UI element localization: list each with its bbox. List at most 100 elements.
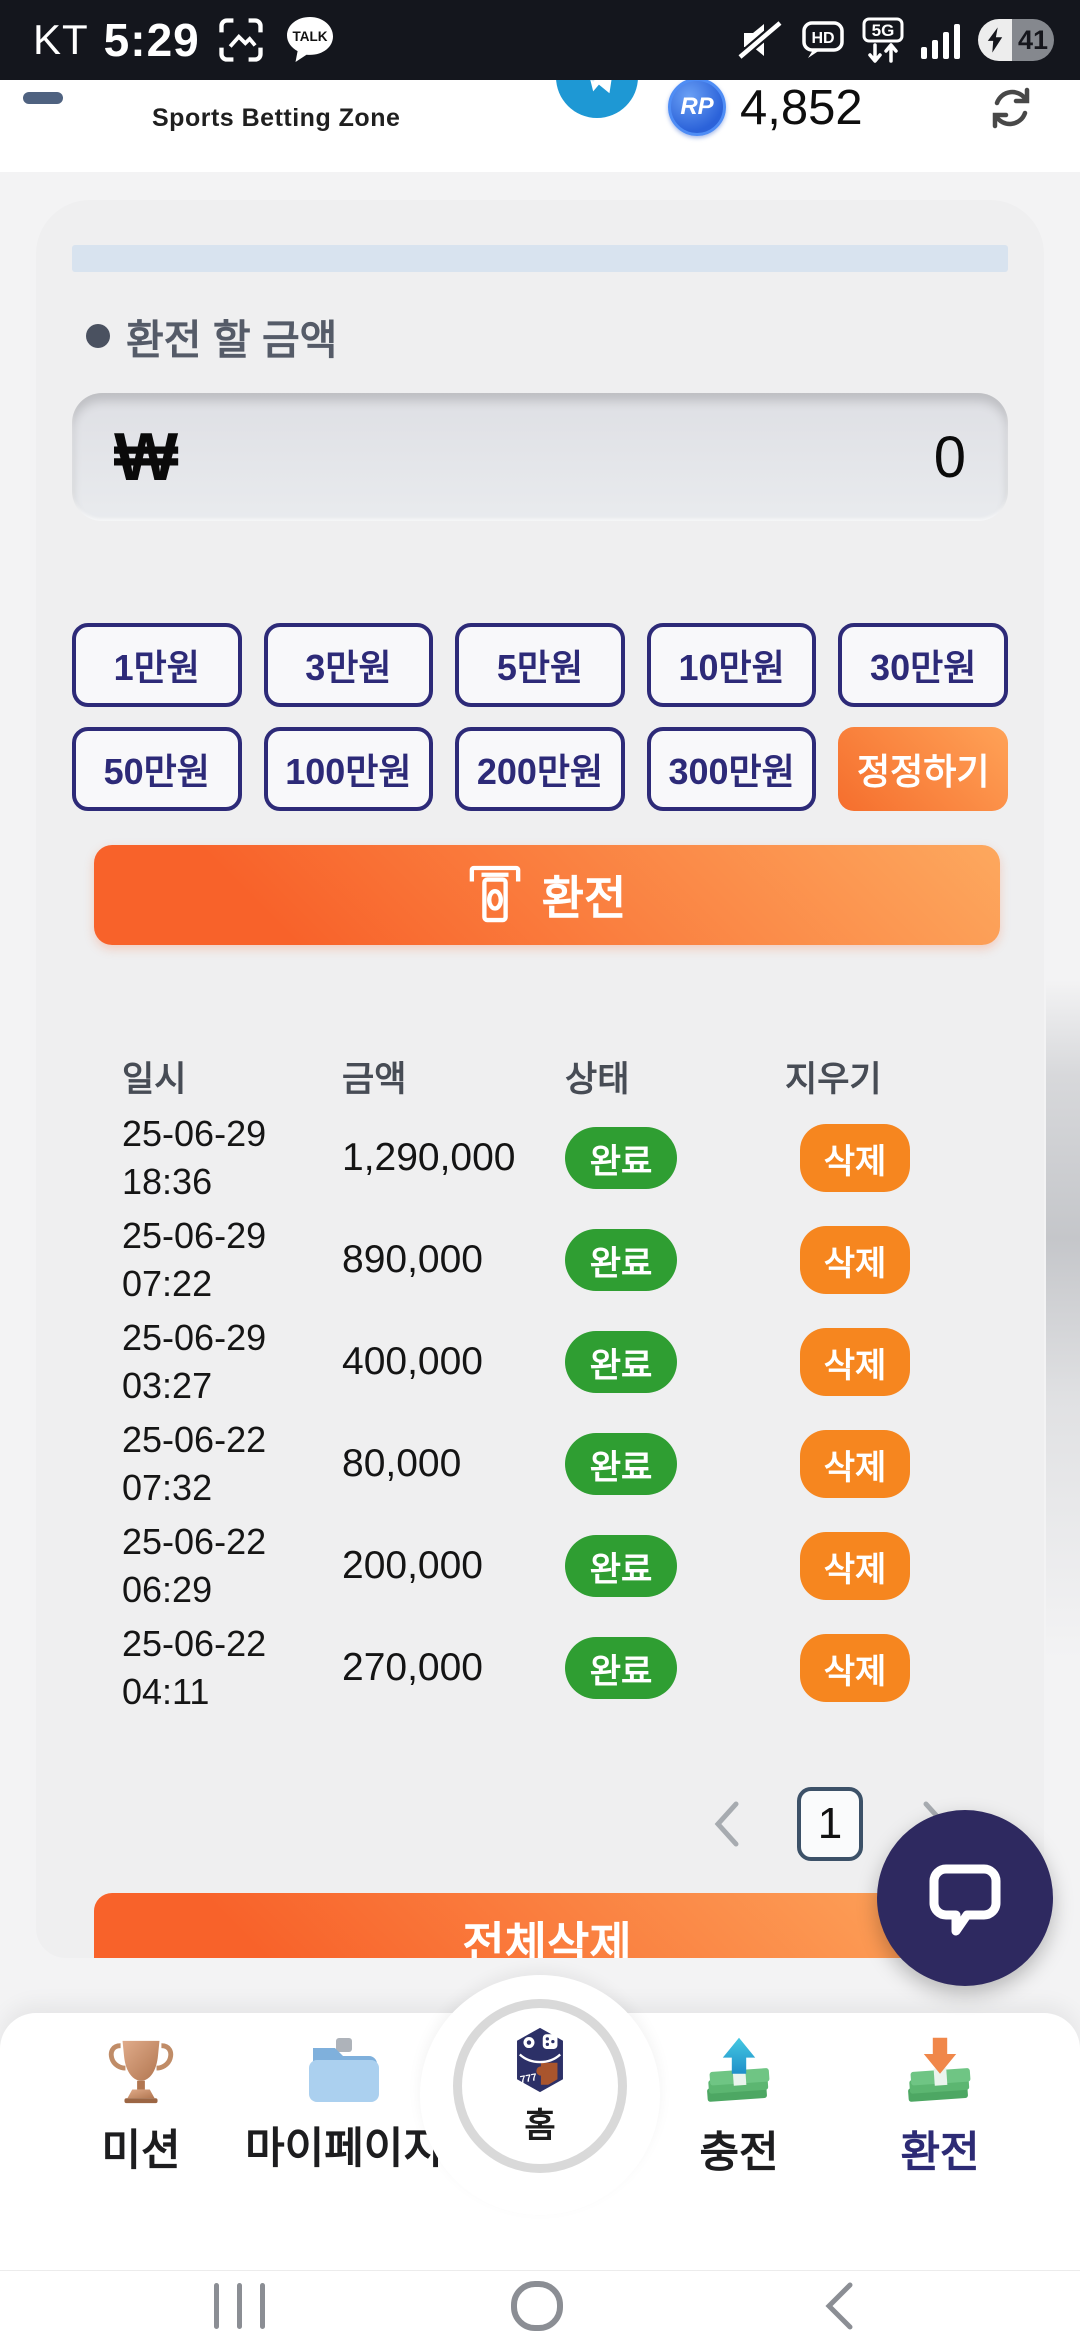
rp-coin-label: RP <box>680 93 714 120</box>
clock: 5:29 <box>103 14 200 66</box>
home-button[interactable] <box>511 2281 563 2331</box>
col-header-delete: 지우기 <box>785 1059 882 1099</box>
back-button[interactable] <box>822 2281 856 2336</box>
table-row: 25-06-29 18:36 1,290,000 완료 삭제 <box>86 1107 994 1209</box>
col-header-date: 일시 <box>122 1059 187 1099</box>
carrier-label: KT <box>33 16 89 63</box>
folder-icon <box>309 2038 379 2102</box>
exchange-submit-label: 환전 <box>541 872 627 924</box>
background-image-hint <box>1046 980 1080 1660</box>
quick-amount-button[interactable]: 50만원 <box>72 727 242 811</box>
amount-input[interactable]: ₩ 0 <box>72 393 1008 521</box>
withdrawal-history-table: 일시 금액 상태 지우기 25-06-29 18:36 1,290,000 완료 … <box>86 1045 994 1719</box>
status-badge: 완료 <box>565 1331 677 1393</box>
android-nav-bar <box>0 2270 1080 2340</box>
nav-label: 충전 <box>699 2129 779 2177</box>
row-amount: 890,000 <box>342 1238 483 1281</box>
info-bar <box>72 245 1008 272</box>
correct-button[interactable]: 정정하기 <box>838 727 1008 811</box>
col-header-amount: 금액 <box>342 1059 407 1099</box>
quick-amount-button[interactable]: 10만원 <box>646 623 817 707</box>
logo-subtitle: Sports Betting Zone <box>152 104 401 132</box>
row-date: 25-06-22 <box>122 1622 267 1664</box>
exchange-card: 환전 할 금액 ₩ 0 1만원 3만원 5만원 10만원 30만원 50만원 1… <box>36 200 1044 1958</box>
home-logo-icon: 777 <box>517 2027 563 2092</box>
row-time: 07:22 <box>122 1263 213 1304</box>
battery-percent: 41 <box>1012 19 1054 61</box>
nav-label: 마이페이지 <box>245 2125 443 2173</box>
section-title: 환전 할 금액 <box>126 317 338 363</box>
five-g-icon: 5G <box>862 17 904 63</box>
svg-text:5G: 5G <box>872 21 895 40</box>
nav-label: 미션 <box>101 2127 181 2175</box>
refresh-icon[interactable] <box>986 83 1036 138</box>
row-time: 03:27 <box>122 1365 213 1406</box>
delete-row-button[interactable]: 삭제 <box>800 1124 910 1192</box>
row-time: 18:36 <box>122 1161 213 1202</box>
row-date: 25-06-22 <box>122 1520 267 1562</box>
nav-home-label: 홈 <box>524 2106 556 2145</box>
row-amount: 200,000 <box>342 1544 483 1587</box>
row-time: 07:32 <box>122 1467 213 1508</box>
money-up-icon <box>707 2037 770 2102</box>
quick-amount-button[interactable]: 100만원 <box>263 727 434 811</box>
status-badge: 완료 <box>565 1637 677 1699</box>
exchange-submit-button[interactable]: 환전 <box>94 845 1000 945</box>
row-time: 06:29 <box>122 1569 213 1610</box>
rp-points-value: 4,852 <box>740 81 863 135</box>
delete-row-button[interactable]: 삭제 <box>800 1430 910 1498</box>
quick-amount-button[interactable]: 1만원 <box>72 623 242 707</box>
page-number[interactable]: 1 <box>797 1787 863 1861</box>
table-row: 25-06-29 03:27 400,000 완료 삭제 <box>86 1311 994 1413</box>
nav-item-mission[interactable]: 미션 <box>41 2036 241 2178</box>
kakaotalk-icon: TALK <box>286 17 333 62</box>
quick-amount-grid: 1만원 3만원 5만원 10만원 30만원 50만원 100만원 200만원 3… <box>72 623 1008 811</box>
delete-row-button[interactable]: 삭제 <box>800 1328 910 1396</box>
page-prev-button[interactable] <box>712 1800 742 1853</box>
hamburger-menu-icon[interactable] <box>23 92 63 104</box>
delete-row-button[interactable]: 삭제 <box>800 1532 910 1600</box>
delete-row-button[interactable]: 삭제 <box>800 1634 910 1702</box>
rp-coin-icon[interactable]: RP <box>668 78 726 136</box>
table-header-row: 일시 금액 상태 지우기 <box>86 1045 994 1107</box>
row-amount: 80,000 <box>342 1442 462 1485</box>
status-badge: 완료 <box>565 1229 677 1291</box>
status-badge: 완료 <box>565 1535 677 1597</box>
money-down-icon <box>908 2037 971 2102</box>
screenshot-icon <box>219 18 263 62</box>
amount-value: 0 <box>933 424 966 490</box>
trophy-icon <box>108 2040 174 2104</box>
status-bar: KT 5:29 TALK HD <box>0 0 1080 80</box>
svg-text:HD: HD <box>811 30 834 47</box>
recents-button[interactable] <box>214 2283 265 2329</box>
row-date: 25-06-29 <box>122 1112 267 1154</box>
table-row: 25-06-22 04:11 270,000 완료 삭제 <box>86 1617 994 1719</box>
chat-bubble-icon <box>929 1864 1001 1936</box>
row-amount: 1,290,000 <box>342 1136 516 1179</box>
row-date: 25-06-22 <box>122 1418 267 1460</box>
quick-amount-button[interactable]: 300만원 <box>646 727 817 811</box>
mute-icon <box>737 19 783 61</box>
quick-amount-button[interactable]: 3만원 <box>263 623 434 707</box>
row-amount: 270,000 <box>342 1646 483 1689</box>
row-amount: 400,000 <box>342 1340 483 1383</box>
table-row: 25-06-22 07:32 80,000 완료 삭제 <box>86 1413 994 1515</box>
delete-all-button[interactable]: 전체삭제 <box>94 1893 1000 1958</box>
battery-indicator: 41 <box>978 19 1054 61</box>
quick-amount-button[interactable]: 30만원 <box>838 623 1008 707</box>
row-time: 04:11 <box>122 1671 210 1712</box>
nav-item-exchange[interactable]: 환전 <box>840 2036 1040 2180</box>
nav-item-charge[interactable]: 충전 <box>639 2036 839 2180</box>
row-date: 25-06-29 <box>122 1214 267 1256</box>
quick-amount-button[interactable]: 5만원 <box>455 623 625 707</box>
charging-bolt-icon <box>978 19 1012 61</box>
bullet-icon <box>86 324 110 348</box>
nav-item-mypage[interactable]: 마이페이지 <box>229 2036 459 2176</box>
table-row: 25-06-22 06:29 200,000 완료 삭제 <box>86 1515 994 1617</box>
quick-amount-button[interactable]: 200만원 <box>455 727 625 811</box>
chat-fab-button[interactable] <box>877 1810 1053 1986</box>
col-header-status: 상태 <box>565 1059 630 1099</box>
delete-row-button[interactable]: 삭제 <box>800 1226 910 1294</box>
nav-item-home[interactable]: 777 홈 <box>453 1999 627 2173</box>
